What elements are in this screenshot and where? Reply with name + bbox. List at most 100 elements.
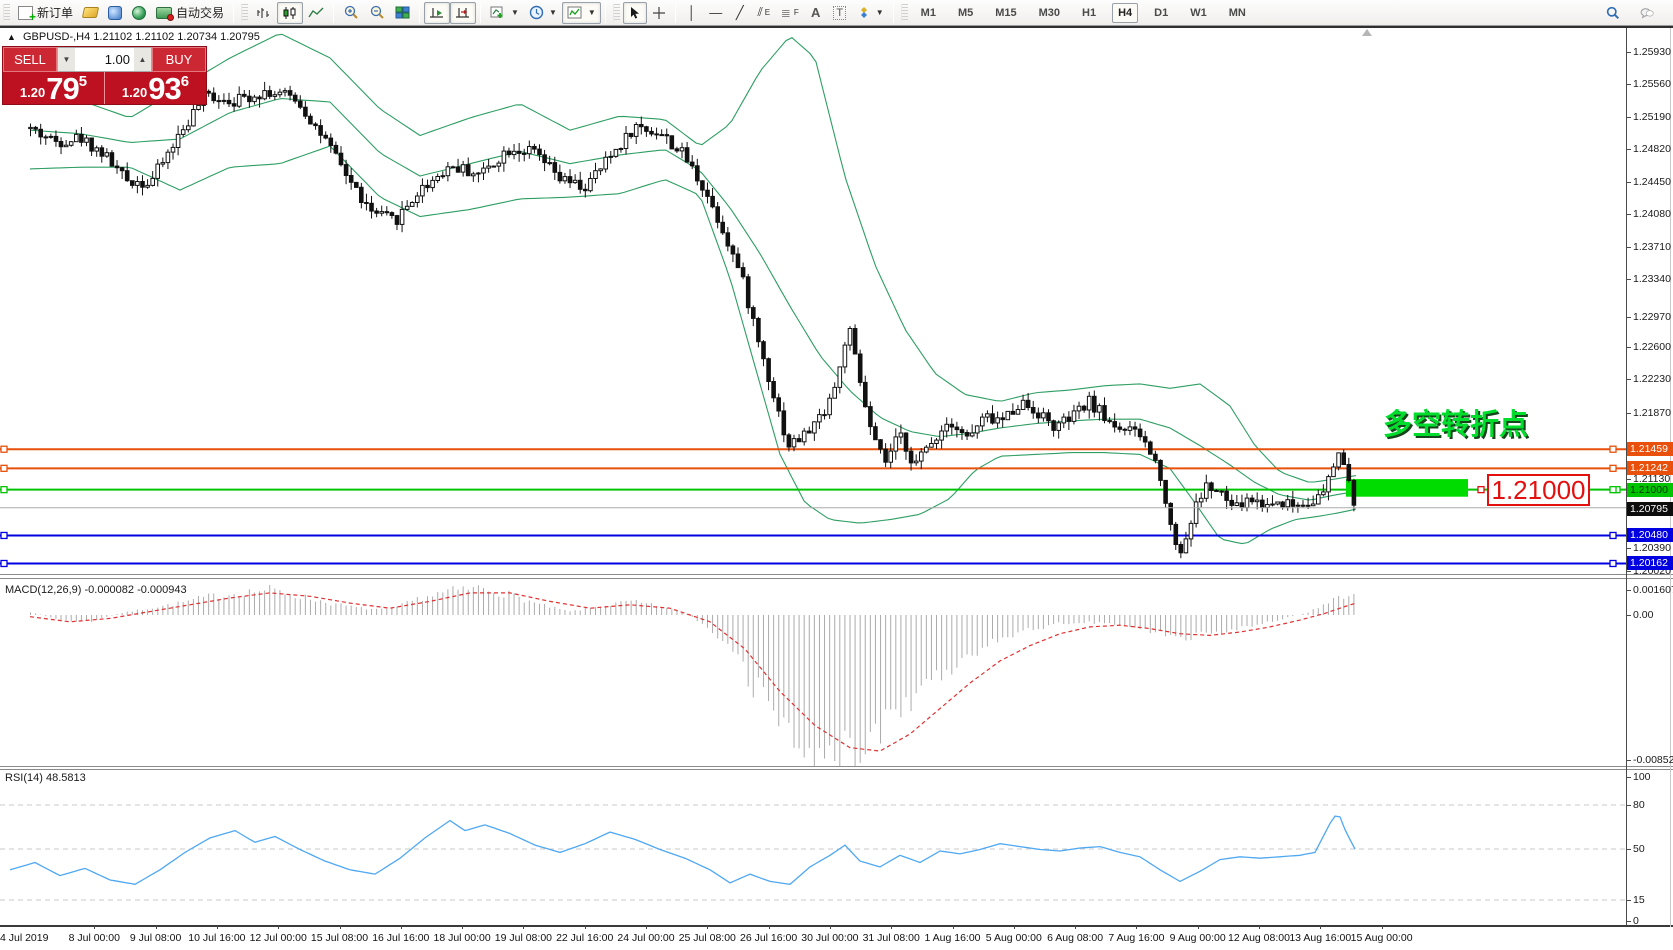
time-axis-label: 30 Jul 00:00 <box>801 932 859 944</box>
panel-divider[interactable] <box>0 578 1673 579</box>
chat-icon[interactable] <box>1635 2 1659 24</box>
line-handle[interactable] <box>1609 531 1617 540</box>
price-tick-mark <box>1627 413 1631 414</box>
toolbar-grip[interactable] <box>241 3 249 22</box>
price-tick-label: 1.24080 <box>1633 208 1671 220</box>
line-handle[interactable] <box>0 486 8 494</box>
time-axis-label: 13 Aug 16:00 <box>1289 932 1352 944</box>
text-label-tool[interactable]: T <box>828 2 852 24</box>
time-axis[interactable]: 4 Jul 2019 8 Jul 00:00 9 Jul 08:00 10 Jul 1… <box>0 925 1673 950</box>
green-zone-rectangle[interactable] <box>1346 479 1468 497</box>
sell-price-display[interactable]: 1.20 79 5 <box>3 72 105 104</box>
indicators-button[interactable]: ▼ <box>561 1 601 24</box>
time-axis-label: 4 Jul 2019 <box>0 932 49 944</box>
turning-point-annotation[interactable]: 多空转折点 <box>1383 409 1529 441</box>
caret-down-icon: ▼ <box>875 8 884 17</box>
new-chart-button[interactable]: ▼ <box>485 2 524 24</box>
horizontal-line-tool[interactable]: — <box>709 5 723 20</box>
sell-button[interactable]: SELL <box>3 47 57 72</box>
line-handle[interactable] <box>1609 486 1617 494</box>
volume-input[interactable] <box>75 48 134 71</box>
timeframe-H1[interactable]: H1 <box>1082 6 1097 19</box>
timeframe-H4[interactable]: H4 <box>1112 2 1139 23</box>
toolbar-grip[interactable] <box>612 3 620 22</box>
bollinger-middle-band <box>29 98 1357 501</box>
cursor-button[interactable] <box>622 1 647 24</box>
line-handle[interactable] <box>1609 464 1617 472</box>
candlestick-chart-button[interactable] <box>277 1 304 24</box>
buy-price-display[interactable]: 1.20 93 6 <box>105 72 206 104</box>
trendline-tool[interactable]: ╱ <box>735 4 744 20</box>
search-icon[interactable] <box>1601 2 1625 24</box>
rsi-tick-mark <box>1627 921 1631 922</box>
time-axis-label: 18 Jul 00:00 <box>433 932 491 944</box>
volume-decrease-button[interactable]: ▼ <box>58 48 75 71</box>
timeframe-MN[interactable]: MN <box>1228 6 1246 19</box>
macd-tick-mark <box>1627 760 1631 761</box>
navigator-button[interactable] <box>127 2 151 24</box>
buy-button[interactable]: BUY <box>152 47 206 72</box>
main-chart-svg <box>0 33 1626 568</box>
data-window-button[interactable] <box>103 2 127 24</box>
toolbar-grip[interactable] <box>3 3 10 22</box>
line-handle[interactable] <box>1477 486 1485 494</box>
fibonacci-tool[interactable]: ≣ F <box>780 5 799 20</box>
rsi-tick-label: 80 <box>1633 799 1645 811</box>
timeframe-M15[interactable]: M15 <box>995 6 1017 19</box>
sell-price-sup: 5 <box>78 73 88 90</box>
macd-signal-line <box>29 592 1356 752</box>
line-handle[interactable] <box>0 445 8 453</box>
chart-shift-marker[interactable] <box>1362 29 1372 36</box>
timeframe-D1[interactable]: D1 <box>1154 6 1169 19</box>
text-tool[interactable]: A <box>811 5 821 20</box>
equidistant-channel-tool[interactable]: ⫽ E <box>757 5 771 19</box>
rsi-tick-label: 0 <box>1633 915 1639 927</box>
vertical-line-tool[interactable]: │ <box>687 5 696 20</box>
time-axis-label: 9 Aug 00:00 <box>1169 932 1226 944</box>
panel-divider[interactable] <box>0 574 1673 575</box>
auto-trading-button[interactable]: 自动交易 <box>151 2 229 24</box>
volume-increase-button[interactable]: ▲ <box>134 48 151 71</box>
timeframe-M1[interactable]: M1 <box>920 6 936 19</box>
line-handle[interactable] <box>0 464 8 472</box>
arrows-tool[interactable]: ▼ <box>852 2 889 24</box>
panel-divider[interactable] <box>0 766 1673 767</box>
new-order-button[interactable]: + 新订单 <box>13 2 78 24</box>
rsi-panel-svg <box>0 804 1626 901</box>
navigator-icon <box>132 5 147 20</box>
zoom-out-icon <box>370 5 384 19</box>
price-tick-mark <box>1627 317 1631 318</box>
line-handle[interactable] <box>0 559 8 568</box>
bar-chart-button[interactable] <box>251 2 277 24</box>
rsi-tick-mark <box>1627 777 1631 778</box>
panel-divider[interactable] <box>0 769 1673 770</box>
line-handle[interactable] <box>0 531 8 540</box>
candlestick-chart-icon <box>283 6 296 19</box>
toolbar-grip[interactable] <box>900 3 908 22</box>
auto-scroll-button[interactable] <box>424 1 451 24</box>
macd-label: MACD(12,26,9) -0.000082 -0.000943 <box>5 584 187 596</box>
time-tick-mark <box>1259 925 1260 929</box>
zoom-out-button[interactable] <box>364 2 390 24</box>
market-watch-button[interactable] <box>78 2 103 24</box>
toolbar: + 新订单 自动交易 <box>0 0 1673 26</box>
line-handle[interactable] <box>1609 559 1617 568</box>
line-chart-button[interactable] <box>303 2 329 24</box>
crosshair-button[interactable] <box>647 2 671 24</box>
rsi-line <box>9 815 1356 885</box>
chart-ohlc-values: 1.21102 1.21102 1.20734 1.20795 <box>93 31 260 43</box>
horizontal-level-lines[interactable] <box>0 448 1626 565</box>
zoom-in-button[interactable] <box>338 2 364 24</box>
timeframe-M30[interactable]: M30 <box>1038 6 1061 19</box>
timeframe-W1[interactable]: W1 <box>1190 6 1207 19</box>
profiles-button[interactable]: ▼ <box>524 2 562 24</box>
time-tick-mark <box>1320 925 1322 929</box>
time-tick-mark <box>94 925 96 929</box>
macd-histogram <box>30 585 1355 766</box>
price-level-callout[interactable]: 1.21000 <box>1487 474 1590 506</box>
line-handle[interactable] <box>1609 445 1617 453</box>
chart-shift-button[interactable] <box>450 1 477 24</box>
timeframe-M5[interactable]: M5 <box>957 6 974 19</box>
tile-windows-button[interactable] <box>390 2 415 24</box>
collapse-triangle-icon[interactable]: ▲ <box>7 32 16 42</box>
